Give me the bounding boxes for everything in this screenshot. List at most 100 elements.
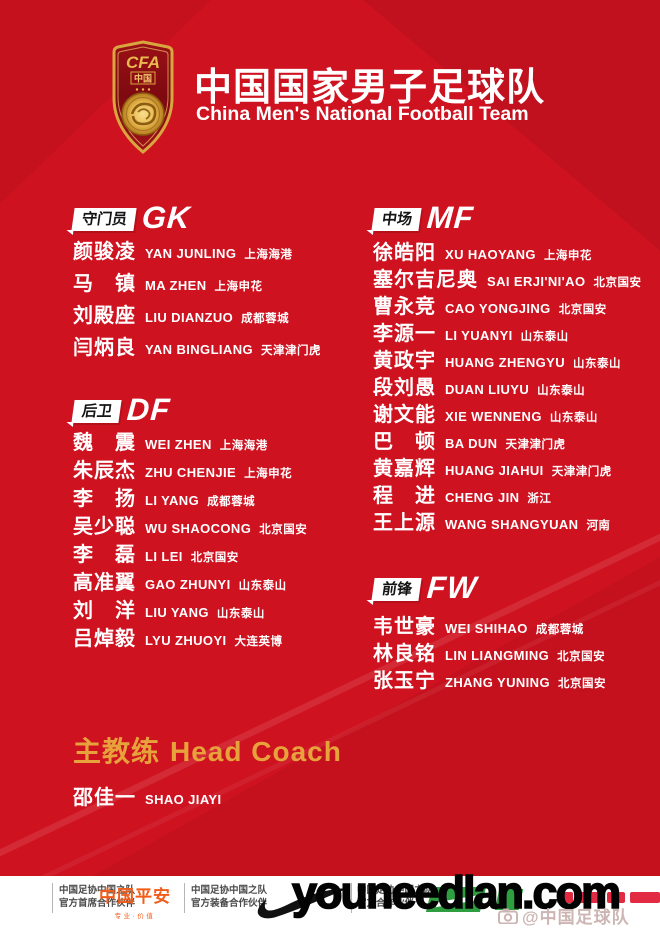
player-row: 黄嘉辉 HUANG JIAHUI 天津津门虎 [373,452,641,480]
player-name-cn: 张玉宁 [373,670,436,692]
player-name-cn: 李 磊 [73,544,136,566]
player-name-cn: 韦世豪 [373,616,436,638]
weibo-watermark: @中国足球队 [498,903,630,928]
player-name-en: LIN LIANGMING [445,648,550,663]
divider [184,883,185,913]
player-row: 李源一 LI YUANYI 山东泰山 [373,317,641,345]
player-name-cn: 塞尔吉尼奥 [373,269,478,291]
player-name-en: CAO YONGJING [445,301,551,316]
player-club: 山东泰山 [520,331,569,343]
player-club: 上海申花 [244,468,293,480]
player-name-en: DUAN LIUYU [445,382,530,397]
player-club: 浙江 [527,493,552,505]
player-row: 魏 震 WEI ZHEN 上海海港 [73,426,307,454]
player-club: 山东泰山 [537,385,586,397]
player-name-en: YAN JUNLING [145,246,237,261]
section-label-cn: 前锋 [371,578,422,601]
nike-swoosh-icon [257,888,349,919]
player-name-en: ZHU CHENJIE [145,465,237,480]
player-row: 马 镇 MA ZHEN 上海申花 [73,267,321,299]
partner-official-line2: 官方合作伙伴 [357,897,415,909]
section-df: 后卫 DF 魏 震 WEI ZHEN 上海海港 朱辰杰 ZHU CHENJIE 上海申花李… [71,392,307,650]
player-name-en: WANG SHANGYUAN [445,517,579,532]
head-coach-heading: 主教练 Head Coach [73,730,342,770]
player-club: 上海申花 [543,250,592,262]
pingan-logo: 中国平安 专业·价值 [99,882,171,920]
section-label-en: GK [140,200,192,235]
partner-equipment-label: 中国足协中国之队 官方装备合作伙伴 [191,885,267,910]
player-row: 程 进 CHENG JIN 浙江 [373,479,641,507]
svg-text:中国: 中国 [134,73,152,84]
player-name-en: WEI SHIHAO [445,621,528,636]
player-name-cn: 颜骏凌 [73,241,136,263]
player-name-cn: 吴少聪 [73,516,136,538]
player-name-cn: 刘殿座 [73,305,136,327]
player-club: 成都蓉城 [535,624,584,636]
player-row: 朱辰杰 ZHU CHENJIE 上海申花 [73,454,307,482]
player-name-en: WEI ZHEN [145,437,212,452]
player-club: 上海申花 [214,281,263,293]
player-name-cn: 刘 洋 [73,600,136,622]
head-coach-name-en: SHAO JIAYI [145,792,222,807]
player-name-en: HUANG ZHENGYU [445,355,566,370]
player-club: 北京国安 [558,304,607,316]
player-club: 成都蓉城 [207,496,256,508]
section-label-cn: 守门员 [71,208,137,231]
player-name-en: SAI ERJI'NI'AO [487,274,586,289]
player-name-cn: 吕焯毅 [73,628,136,650]
head-coach-label-en: Head Coach [170,736,342,767]
player-club: 山东泰山 [216,608,265,620]
player-name-en: YAN BINGLIANG [145,342,254,357]
player-row: 颜骏凌 YAN JUNLING 上海海港 [73,235,321,267]
player-row: 巴 顿 BA DUN 天津津门虎 [373,425,641,453]
player-club: 北京国安 [593,277,642,289]
sponsor-logo-red-partial [557,892,660,903]
player-row: 段刘愚 DUAN LIUYU 山东泰山 [373,371,641,399]
player-row: 王上源 WANG SHANGYUAN 河南 [373,506,641,534]
player-club: 天津津门虎 [505,439,566,451]
player-name-en: LYU ZHUOYI [145,633,227,648]
section-mf: 中场 MF 徐皓阳 XU HAOYANG 上海申花塞尔吉尼奥 SAI ERJI'NI'… [371,200,642,534]
player-list-gk: 颜骏凌 YAN JUNLING 上海海港马 镇 MA ZHEN 上海申花 刘殿座 LIU D… [73,235,321,363]
sponsor-bar: 中国足协中国之队 官方首席合作伙伴 中国平安 专业·价值 中国足协中国之队 官方… [0,876,660,928]
weibo-handle: @中国足球队 [522,908,630,927]
player-row: 高准翼 GAO ZHUNYI 山东泰山 [73,566,307,594]
player-name-en: LI YUANYI [445,328,513,343]
player-name-cn: 谢文能 [373,404,436,426]
head-coach-label-cn: 主教练 [73,736,161,767]
player-club: 北京国安 [259,524,308,536]
cfa-crest-icon: CFA 中国 [112,40,174,154]
player-name-cn: 李 扬 [73,488,136,510]
partner-chief-line1: 中国足协中国之队 [59,885,136,896]
player-row: 曹永竞 CAO YONGJING 北京国安 [373,290,641,318]
player-row: 徐皓阳 XU HAOYANG 上海申花 [373,236,641,264]
section-header-gk: 守门员 GK [71,200,321,235]
player-club: 山东泰山 [549,412,598,424]
player-name-cn: 闫炳良 [73,337,136,359]
player-list-fw: 韦世豪 WEI SHIHAO 成都蓉城 林良铭 LIN LIANGMING 北京国安 张玉宁… [373,610,606,692]
site-watermark: youneedlan.com [291,866,622,919]
player-row: 张玉宁 ZHANG YUNING 北京国安 [373,664,606,692]
player-row: 刘 洋 LIU YANG 山东泰山 [73,594,307,622]
player-row: 李 扬 LI YANG 成都蓉城 [73,482,307,510]
player-name-cn: 高准翼 [73,572,136,594]
section-header-mf: 中场 MF [371,200,641,235]
head-coach-name-row: 邵佳一 SHAO JIAYI [73,781,342,810]
partner-equipment-line2: 官方装备合作伙伴 [191,897,268,909]
player-row: 闫炳良 YAN BINGLIANG 天津津门虎 [73,331,321,363]
player-name-cn: 王上源 [373,512,436,534]
player-club: 大连英博 [234,636,283,648]
player-name-en: WU SHAOCONG [145,521,252,536]
section-gk: 守门员 GK 颜骏凌 YAN JUNLING 上海海港马 镇 MA ZHEN 上海申花刘… [71,200,321,363]
pingan-slogan: 专业·价值 [114,913,156,920]
player-club: 成都蓉城 [241,313,290,325]
player-name-en: LI LEI [145,549,183,564]
player-name-cn: 程 进 [373,485,436,507]
player-club: 山东泰山 [573,358,622,370]
partner-official-line1: 中国足协中国之队 [357,885,434,896]
player-name-en: GAO ZHUNYI [145,577,231,592]
player-name-en: CHENG JIN [445,490,520,505]
player-row: 李 磊 LI LEI 北京国安 [73,538,307,566]
player-row: 吴少聪 WU SHAOCONG 北京国安 [73,510,307,538]
